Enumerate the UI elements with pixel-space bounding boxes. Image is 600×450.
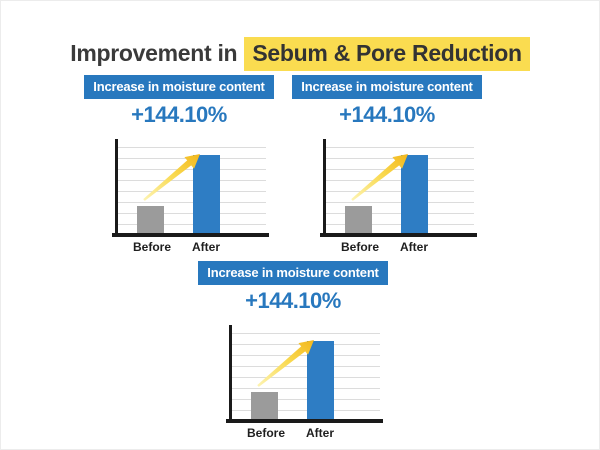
increase-arrow-icon	[351, 154, 408, 201]
increase-arrow-icon	[257, 340, 314, 387]
x-label-after: After	[305, 426, 334, 440]
metric-panel-3: Increase in moisture content +144.10% Be…	[187, 261, 399, 442]
x-label-after: After	[191, 240, 220, 254]
chart-plot-area	[323, 139, 474, 233]
x-axis-labels: Before After	[229, 426, 377, 442]
x-axis-labels: Before After	[115, 240, 263, 256]
bar-chart: Before After	[112, 139, 269, 256]
title-highlight: Sebum & Pore Reduction	[244, 37, 530, 72]
metric-banner: Increase in moisture content	[84, 75, 274, 99]
x-axis-line	[226, 419, 383, 423]
chart-plot-area	[115, 139, 266, 233]
x-axis-line	[320, 233, 477, 237]
title-prefix: Improvement in	[70, 40, 238, 67]
x-label-after: After	[399, 240, 428, 254]
bar-chart: Before After	[320, 139, 477, 256]
x-axis-line	[112, 233, 269, 237]
percent-change: +144.10%	[245, 288, 341, 313]
metric-panel-1: Increase in moisture content +144.10% Be…	[73, 75, 285, 256]
bar-before	[137, 205, 164, 233]
bar-after	[401, 154, 428, 233]
percent-change: +144.10%	[339, 102, 435, 127]
increase-arrow-icon	[143, 154, 200, 201]
percent-change: +144.10%	[131, 102, 227, 127]
metric-panel-2: Increase in moisture content +144.10% Be…	[281, 75, 493, 256]
chart-plot-area	[229, 325, 380, 419]
bar-before	[345, 205, 372, 233]
metric-banner: Increase in moisture content	[292, 75, 482, 99]
bar-after	[193, 154, 220, 233]
page-title: Improvement in Sebum & Pore Reduction	[1, 37, 599, 72]
x-label-before: Before	[246, 426, 285, 440]
metric-banner: Increase in moisture content	[198, 261, 388, 285]
bar-chart: Before After	[226, 325, 383, 442]
x-label-before: Before	[340, 240, 379, 254]
x-label-before: Before	[132, 240, 171, 254]
bar-before	[251, 391, 278, 419]
x-axis-labels: Before After	[323, 240, 471, 256]
bar-after	[307, 340, 334, 419]
